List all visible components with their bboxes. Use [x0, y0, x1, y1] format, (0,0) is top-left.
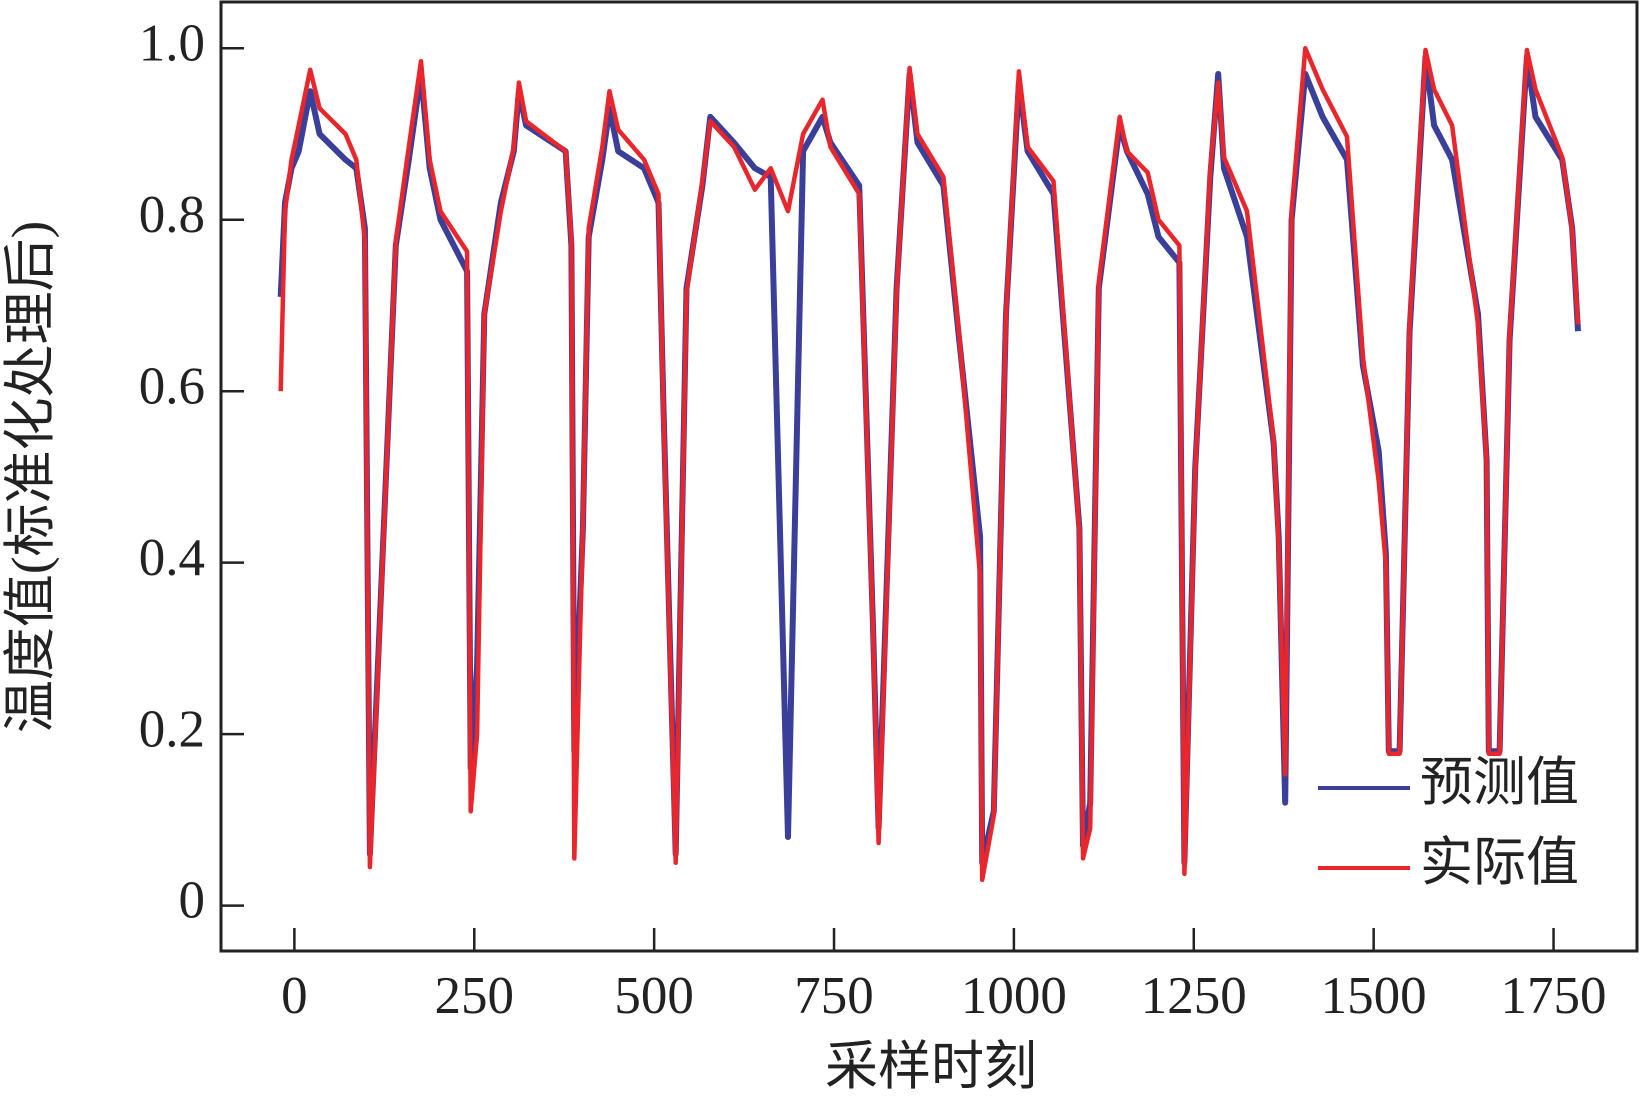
y-tick-label: 0.4 — [139, 529, 205, 587]
y-tick-label: 0.8 — [139, 186, 205, 244]
legend-label: 实际值 — [1420, 834, 1579, 892]
x-tick-label: 250 — [435, 967, 515, 1025]
y-tick-label: 0.6 — [139, 357, 205, 415]
y-tick-label: 0 — [179, 872, 206, 930]
y-tick-label: 0.2 — [139, 700, 205, 758]
x-axis-label: 采样时刻 — [825, 1038, 1037, 1096]
plot-frame — [219, 0, 1639, 953]
y-tick-label: 1.0 — [139, 14, 205, 72]
data-line — [278, 46, 1581, 883]
x-tick-label: 750 — [794, 967, 874, 1025]
x-tick-label: 1750 — [1501, 967, 1607, 1025]
x-tick-label: 0 — [281, 967, 308, 1025]
y-axis-label: 温度值(标准化处理后) — [2, 221, 60, 733]
x-tick-label: 500 — [614, 967, 694, 1025]
x-tick-label: 1000 — [961, 967, 1067, 1025]
x-tick-label: 1500 — [1321, 967, 1427, 1025]
legend-label: 预测值 — [1420, 754, 1579, 812]
x-tick-label: 1250 — [1141, 967, 1247, 1025]
